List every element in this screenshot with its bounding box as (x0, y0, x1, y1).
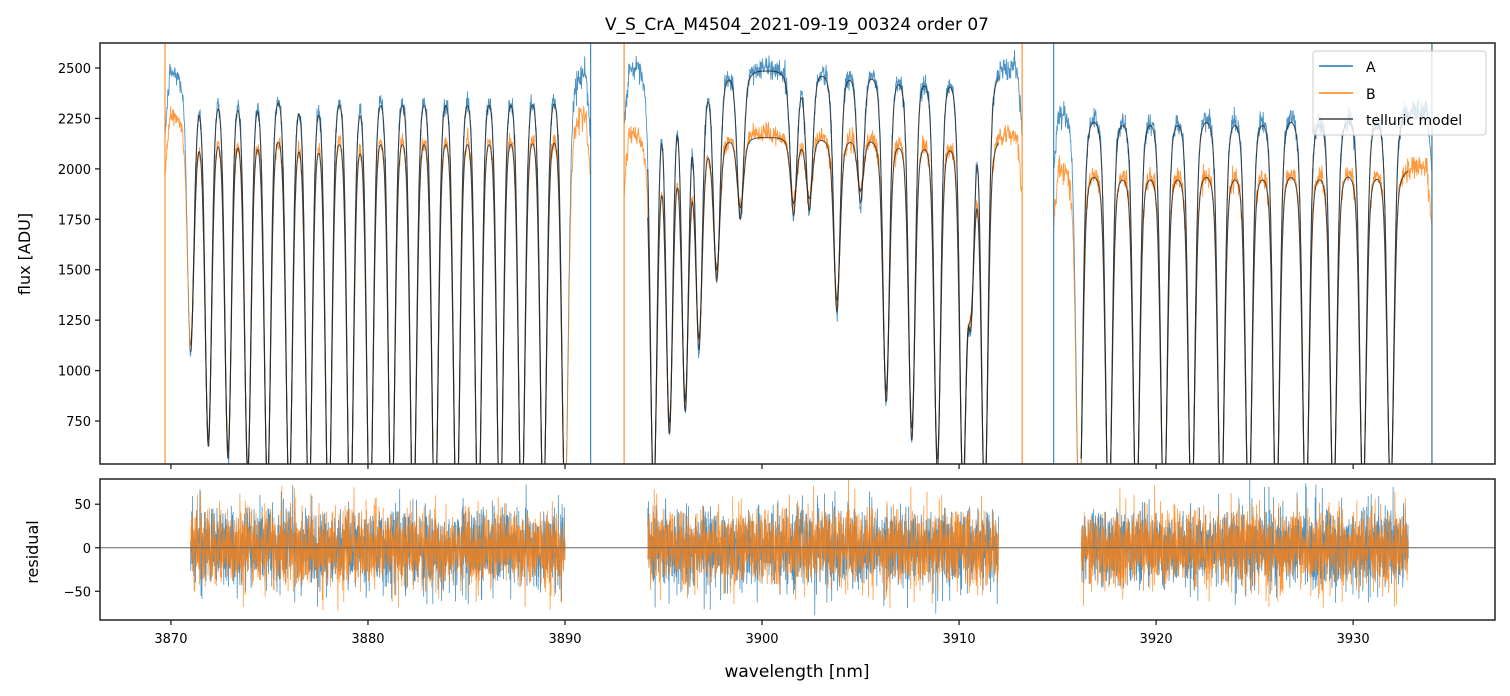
legend: A B telluric model (1312, 50, 1487, 136)
flux-y-tick-label: 2500 (58, 62, 91, 77)
telluric-model-line (647, 137, 999, 464)
residual-y-axis-label: residual (23, 520, 42, 583)
residual-y-tick-label: −50 (64, 585, 91, 600)
flux-y-tick-label: 2250 (58, 112, 91, 127)
legend-label-telluric: telluric model (1366, 113, 1462, 129)
residual-b-line (1080, 485, 1409, 608)
flux-y-tick-label: 1750 (58, 213, 91, 228)
residual-x-tick-label: 3920 (1140, 632, 1173, 647)
legend-box (1312, 50, 1487, 136)
flux-x-ticks (170, 464, 1354, 469)
residual-x-tick-label: 3890 (548, 632, 581, 647)
residual-x-tick-label: 3910 (943, 632, 976, 647)
residual-x-tick-label: 3900 (745, 632, 778, 647)
residual-x-tick-label: 3870 (154, 632, 187, 647)
residual-y-ticks: −50 0 50 (64, 498, 100, 600)
residual-axes-frame (99, 478, 1496, 621)
telluric-model-line (190, 141, 565, 464)
legend-label-a: A (1366, 60, 1376, 76)
residual-y-tick-label: 0 (83, 542, 91, 557)
chart-title: V_S_CrA_M4504_2021-09-19_00324 order 07 (605, 15, 989, 35)
residual-y-tick-label: 50 (74, 498, 91, 513)
flux-y-tick-label: 2000 (58, 163, 91, 178)
flux-y-tick-label: 1500 (58, 264, 91, 279)
residual-axes: −50 0 50 3870 3880 3890 3900 3910 3920 3930 resi… (23, 478, 1496, 682)
flux-axes: 750 1000 1250 1500 1750 2000 2250 2500 flux [AD… (15, 42, 1496, 469)
flux-y-tick-label: 1000 (58, 365, 91, 380)
flux-y-tick-label: 1250 (58, 314, 91, 329)
legend-label-b: B (1366, 87, 1376, 103)
residual-b-line (647, 479, 999, 609)
flux-axes-frame (99, 42, 1496, 465)
residual-plot-area (100, 479, 1495, 616)
flux-y-tick-label: 750 (66, 415, 91, 430)
flux-y-ticks: 750 1000 1250 1500 1750 2000 2250 2500 (58, 62, 100, 430)
residual-x-tick-label: 3930 (1337, 632, 1370, 647)
residual-x-tick-label: 3880 (351, 632, 384, 647)
residual-x-ticks: 3870 3880 3890 3900 3910 3920 3930 (154, 620, 1370, 647)
flux-y-axis-label: flux [ADU] (15, 213, 34, 295)
telluric-model-line (1080, 170, 1409, 464)
residual-b-line (190, 485, 566, 611)
x-axis-label: wavelength [nm] (724, 662, 869, 682)
